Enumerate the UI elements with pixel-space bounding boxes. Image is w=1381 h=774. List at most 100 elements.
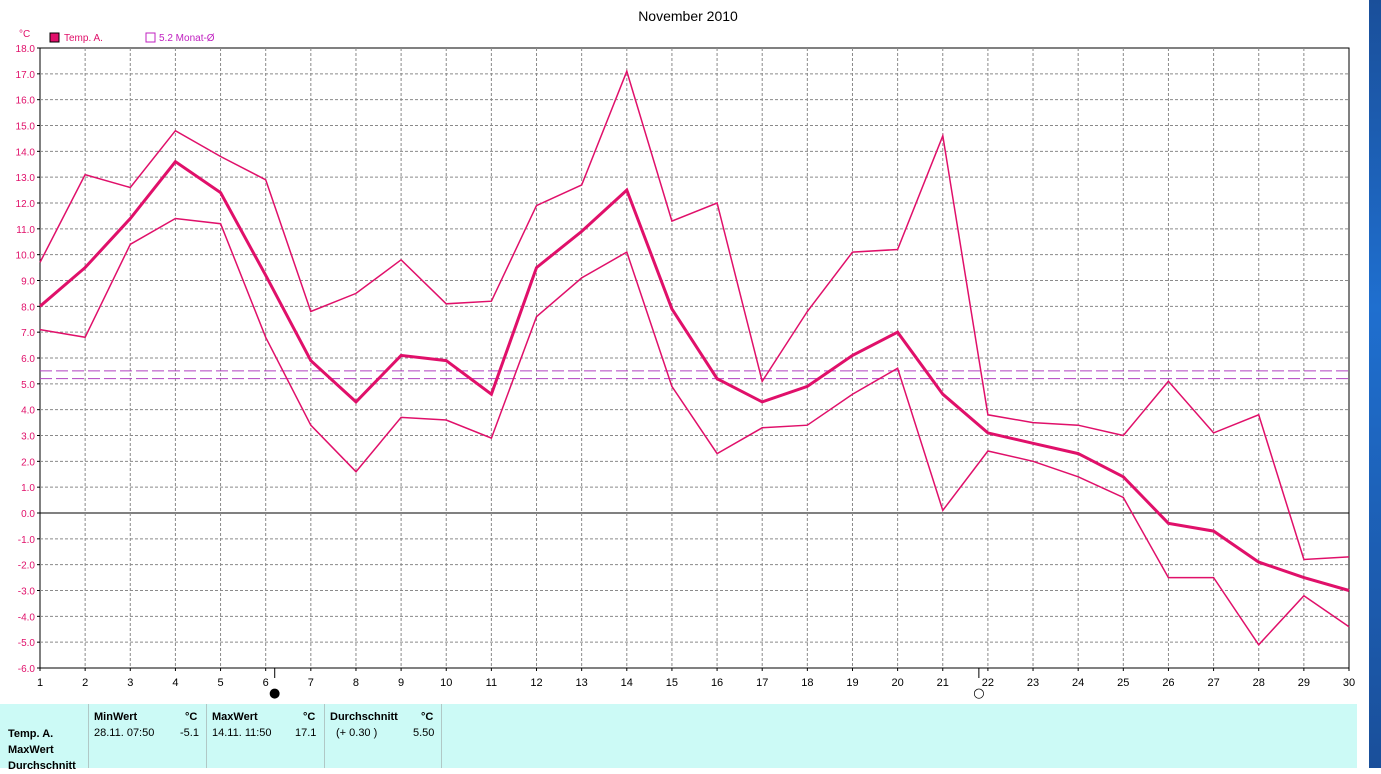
avg-value: 5.50 xyxy=(413,727,435,739)
min-unit: °C xyxy=(185,711,198,723)
x-tick-label: 1 xyxy=(37,677,43,689)
min-when: 28.11. 07:50 xyxy=(94,727,155,739)
x-tick-label: 18 xyxy=(801,677,813,689)
x-tick-label: 15 xyxy=(666,677,678,689)
row-label-max: MaxWert xyxy=(8,744,54,756)
x-tick-label: 30 xyxy=(1343,677,1355,689)
y-tick-label: 14.0 xyxy=(16,147,36,158)
moon-phase-icon: ○ xyxy=(973,686,984,701)
y-unit-label: °C xyxy=(19,29,30,40)
x-tick-label: 26 xyxy=(1162,677,1174,689)
x-tick-label: 7 xyxy=(308,677,314,689)
x-tick-label: 21 xyxy=(937,677,949,689)
row-label-avg: Durchschnitt xyxy=(8,760,76,772)
x-tick-label: 2 xyxy=(82,677,88,689)
x-tick-label: 16 xyxy=(711,677,723,689)
chart-grid xyxy=(39,47,1350,669)
x-tick-label: 24 xyxy=(1072,677,1084,689)
stats-col-min: MinWert °C 28.11. 07:50 -5.1 xyxy=(89,704,205,768)
y-tick-label: 9.0 xyxy=(21,277,35,288)
x-tick-label: 22 xyxy=(982,677,994,689)
legend-swatch-temp xyxy=(49,32,60,43)
chart-series xyxy=(39,69,1350,647)
stats-divider xyxy=(441,704,442,768)
legend-swatch-monthly-avg xyxy=(145,32,156,43)
y-tick-label: -4.0 xyxy=(18,612,36,623)
x-tick-label: 17 xyxy=(756,677,768,689)
window-edge-blue xyxy=(1369,0,1381,768)
x-tick-label: 9 xyxy=(398,677,404,689)
stats-row-labels: Temp. A. MaxWert Durchschnitt xyxy=(8,726,76,774)
series-line-min xyxy=(39,217,1350,647)
y-tick-label: 0.0 xyxy=(21,509,35,520)
moon-phase-markers: ● ○ xyxy=(269,668,985,701)
legend-label-monthly-avg: 5.2 Monat-Ø xyxy=(159,33,215,44)
window-edge xyxy=(1357,0,1381,768)
y-tick-label: 10.0 xyxy=(16,251,36,262)
y-tick-label: 6.0 xyxy=(21,354,35,365)
stats-divider xyxy=(324,704,325,768)
x-tick-label: 10 xyxy=(440,677,452,689)
y-tick-label: -5.0 xyxy=(18,638,36,649)
avg-note: (+ 0.30 ) xyxy=(336,727,378,739)
min-header: MinWert xyxy=(94,711,138,723)
x-tick-label: 19 xyxy=(846,677,858,689)
moon-phase-icon: ● xyxy=(269,686,280,701)
legend-label-temp: Temp. A. xyxy=(64,33,103,44)
max-unit: °C xyxy=(303,711,316,723)
y-tick-label: 16.0 xyxy=(16,96,36,107)
y-tick-label: 11.0 xyxy=(16,225,35,236)
y-tick-label: 7.0 xyxy=(21,328,35,339)
x-tick-label: 27 xyxy=(1207,677,1219,689)
temperature-chart: -6.0 -5.0 -4.0 -3.0 -2.0 -1.0 0.0 1.0 2.0 3.0 4.0 5… xyxy=(16,8,1356,701)
stats-col-avg: Durchschnitt °C (+ 0.30 ) 5.50 xyxy=(325,704,441,768)
chart-title: November 2010 xyxy=(638,8,738,24)
y-tick-label: 2.0 xyxy=(21,457,35,468)
y-tick-label: -3.0 xyxy=(18,587,36,598)
y-tick-label: -1.0 xyxy=(18,535,36,546)
x-tick-label: 4 xyxy=(172,677,178,689)
x-tick-label: 25 xyxy=(1117,677,1129,689)
y-tick-label: -6.0 xyxy=(18,664,36,675)
y-axis-ticks: -6.0 -5.0 -4.0 -3.0 -2.0 -1.0 0.0 1.0 2.0 3.0 4.0 5… xyxy=(16,44,40,675)
stats-divider xyxy=(88,704,89,768)
x-tick-label: 13 xyxy=(576,677,588,689)
y-tick-label: 3.0 xyxy=(21,432,35,443)
y-tick-label: 4.0 xyxy=(21,406,35,417)
x-tick-label: 20 xyxy=(891,677,903,689)
x-tick-label: 28 xyxy=(1253,677,1265,689)
x-tick-label: 12 xyxy=(530,677,542,689)
x-tick-label: 3 xyxy=(127,677,133,689)
x-tick-label: 8 xyxy=(353,677,359,689)
legend: Temp. A. 5.2 Monat-Ø xyxy=(49,32,215,44)
x-tick-label: 5 xyxy=(217,677,223,689)
stats-table: Temp. A. MaxWert Durchschnitt MinWert °C… xyxy=(0,704,1357,772)
series-line-max xyxy=(39,69,1350,561)
y-tick-label: 18.0 xyxy=(16,44,36,55)
x-tick-label: 11 xyxy=(486,677,497,689)
x-tick-label: 23 xyxy=(1027,677,1039,689)
stats-col-max: MaxWert °C 14.11. 11:50 17.1 xyxy=(207,704,323,768)
stats-divider xyxy=(206,704,207,768)
y-tick-label: 5.0 xyxy=(21,380,35,391)
reference-lines xyxy=(40,370,1349,380)
y-tick-label: 12.0 xyxy=(16,199,36,210)
y-tick-label: 1.0 xyxy=(21,483,35,494)
max-when: 14.11. 11:50 xyxy=(212,727,272,739)
row-label-temp: Temp. A. xyxy=(8,728,54,740)
x-tick-label: 6 xyxy=(263,677,269,689)
series-line-mean xyxy=(39,159,1350,592)
x-axis-ticks: 1 2 3 4 5 6 7 8 9 10 11 12 13 14 15 16 17 18 19 20 21 22 23 24 2… xyxy=(37,668,1355,689)
avg-header: Durchschnitt xyxy=(330,711,398,723)
max-header: MaxWert xyxy=(212,711,258,723)
max-value: 17.1 xyxy=(295,727,317,739)
min-value: -5.1 xyxy=(180,727,199,739)
y-tick-label: 8.0 xyxy=(21,302,35,313)
y-tick-label: -2.0 xyxy=(18,561,36,572)
avg-unit: °C xyxy=(421,711,434,723)
x-tick-label: 29 xyxy=(1298,677,1310,689)
y-tick-label: 13.0 xyxy=(16,173,36,184)
window-edge-light xyxy=(1357,0,1369,768)
x-tick-label: 14 xyxy=(621,677,633,689)
y-tick-label: 15.0 xyxy=(16,122,36,133)
